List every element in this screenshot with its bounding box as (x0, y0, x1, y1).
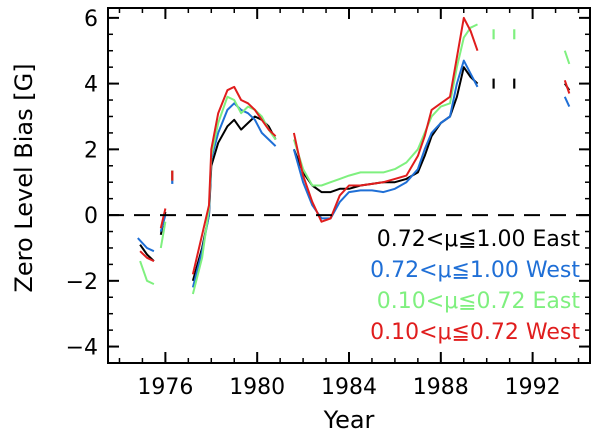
series-3-segment-5 (292, 23, 478, 187)
y-tick-label: 0 (84, 204, 98, 229)
series-2-segment-6 (563, 96, 571, 108)
x-tick-label: 1988 (413, 375, 469, 400)
x-tick-label: 1976 (137, 375, 193, 400)
legend-entry-2: 0.72<μ≦1.00 West (370, 258, 580, 283)
series-4-segment-6 (563, 79, 571, 94)
series-2-segment-2 (159, 214, 167, 232)
y-axis-title: Zero Level Bias [G] (10, 63, 38, 292)
series-3-segment-2 (159, 221, 167, 249)
series-3-segment-8 (563, 50, 571, 65)
legend-entry-1: 0.72<μ≦1.00 East (377, 227, 581, 252)
series-1-segment-5 (292, 66, 479, 194)
legend-entry-3: 0.10<μ≦0.72 East (377, 289, 581, 314)
y-tick-label: −2 (66, 270, 98, 295)
legend-entry-4: 0.10<μ≦0.72 West (370, 320, 580, 345)
series-3-segment-1 (139, 260, 155, 286)
x-axis-title: Year (323, 406, 375, 434)
y-tick-label: −4 (66, 336, 98, 361)
x-tick-label: 1992 (505, 375, 561, 400)
series-4-segment-4 (191, 85, 277, 275)
series-1-segment-4 (191, 115, 277, 282)
series-4-segment-5 (292, 16, 479, 223)
y-tick-label: 2 (84, 138, 98, 163)
series-3 (139, 23, 571, 295)
y-tick-label: 4 (84, 73, 98, 98)
series-4 (139, 16, 571, 275)
series-4-segment-1 (139, 250, 155, 263)
axes-layer: 1976 1980 1984 1988 1992 −4 −2 0 2 4 6 (66, 7, 591, 400)
series-4-segment-2 (159, 208, 167, 229)
legend: 0.72<μ≦1.00 East 0.72<μ≦1.00 West 0.10<μ≦0… (370, 227, 580, 345)
series-2-segment-5 (292, 59, 479, 220)
x-tick-label: 1984 (321, 375, 377, 400)
series-2-segment-4 (191, 102, 277, 288)
y-tick-label: 6 (84, 7, 98, 32)
series-2-segment-1 (137, 237, 155, 253)
series-layer (137, 16, 571, 295)
series-3-segment-4 (191, 95, 277, 295)
x-tick-label: 1980 (229, 375, 285, 400)
